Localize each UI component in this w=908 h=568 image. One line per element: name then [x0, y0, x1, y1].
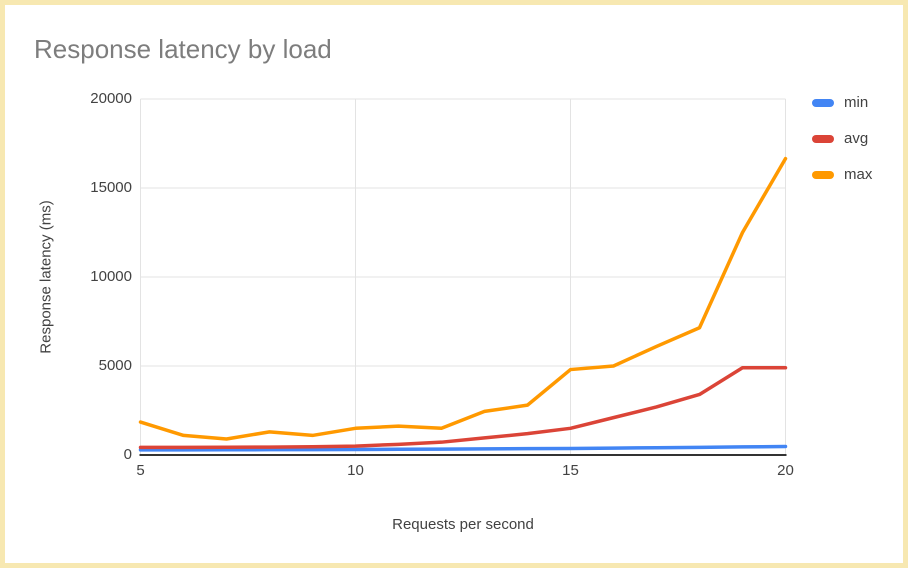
legend-swatch-avg — [812, 134, 834, 143]
series-line-min — [138, 444, 788, 452]
x-tick-label: 10 — [347, 462, 364, 479]
x-tick-label: 5 — [136, 462, 145, 479]
legend-swatch-max — [812, 170, 834, 179]
x-axis-title: Requests per second — [392, 516, 534, 533]
x-tick-label: 15 — [562, 462, 579, 479]
y-tick-label: 10000 — [90, 268, 132, 285]
legend-label-max: max — [844, 166, 873, 183]
chart-title: Response latency by load — [34, 34, 332, 64]
y-tick-label: 20000 — [90, 90, 132, 107]
y-tick-label: 15000 — [90, 179, 132, 196]
legend-item-avg: avg — [812, 130, 872, 147]
legend-label-min: min — [844, 94, 869, 111]
series-line-max — [138, 156, 788, 441]
y-axis-title: Response latency (ms) — [37, 200, 55, 354]
legend-item-max: max — [812, 166, 872, 183]
series-line-avg — [138, 366, 788, 450]
legend-label-avg: avg — [844, 130, 869, 147]
y-tick-label: 0 — [123, 446, 132, 463]
x-tick-label: 20 — [777, 462, 794, 479]
legend: min avg max — [812, 94, 872, 183]
y-tick-label: 5000 — [98, 357, 132, 374]
legend-item-min: min — [812, 94, 872, 111]
legend-swatch-min — [812, 98, 834, 107]
